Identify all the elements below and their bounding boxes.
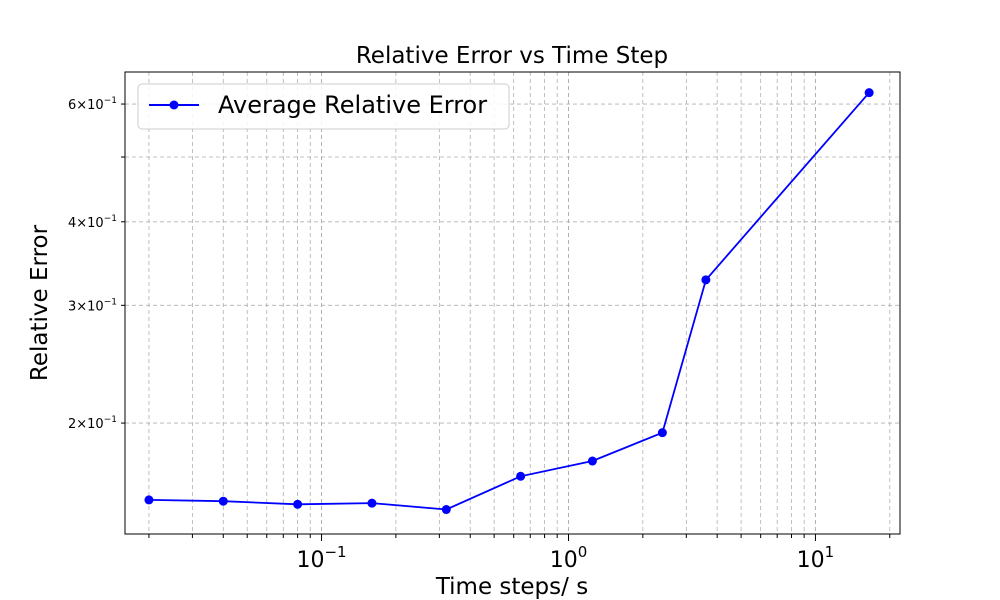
data-point (657, 428, 667, 438)
y-tick-label: 2×10−1 (68, 415, 117, 432)
legend-marker-swatch (169, 100, 179, 110)
plot-area-frame (124, 71, 901, 535)
legend-box (137, 83, 510, 130)
data-point (587, 456, 597, 466)
y-axis-label: Relative Error (27, 224, 53, 381)
data-point (701, 275, 711, 285)
series-average-relative-error (144, 88, 874, 515)
chart-title: Relative Error vs Time Step (356, 43, 668, 69)
legend: Average Relative Error (137, 83, 510, 130)
legend-entry-average-relative-error: Average Relative Error (218, 91, 487, 119)
x-axis-label: Time steps/ s (435, 574, 588, 600)
y-axis-ticks: 2×10−1 3×10−1 4×10−1 6×10−1 (68, 96, 125, 432)
x-axis-ticks: 10−1 100 101 (148, 534, 891, 573)
y-tick-label: 4×10−1 (68, 214, 117, 231)
data-point (218, 496, 228, 506)
y-tick-label: 3×10−1 (68, 297, 117, 314)
data-point (864, 88, 874, 98)
grid-lines (125, 72, 900, 534)
series-line (148, 92, 870, 511)
x-tick-label: 101 (797, 543, 835, 573)
x-tick-label: 10−1 (296, 543, 346, 573)
data-point (441, 505, 451, 515)
data-point (144, 495, 154, 505)
data-point (367, 498, 377, 508)
x-tick-label: 100 (550, 543, 588, 573)
data-point (516, 471, 526, 481)
data-point (293, 499, 303, 509)
y-tick-label: 6×10−1 (68, 96, 117, 113)
